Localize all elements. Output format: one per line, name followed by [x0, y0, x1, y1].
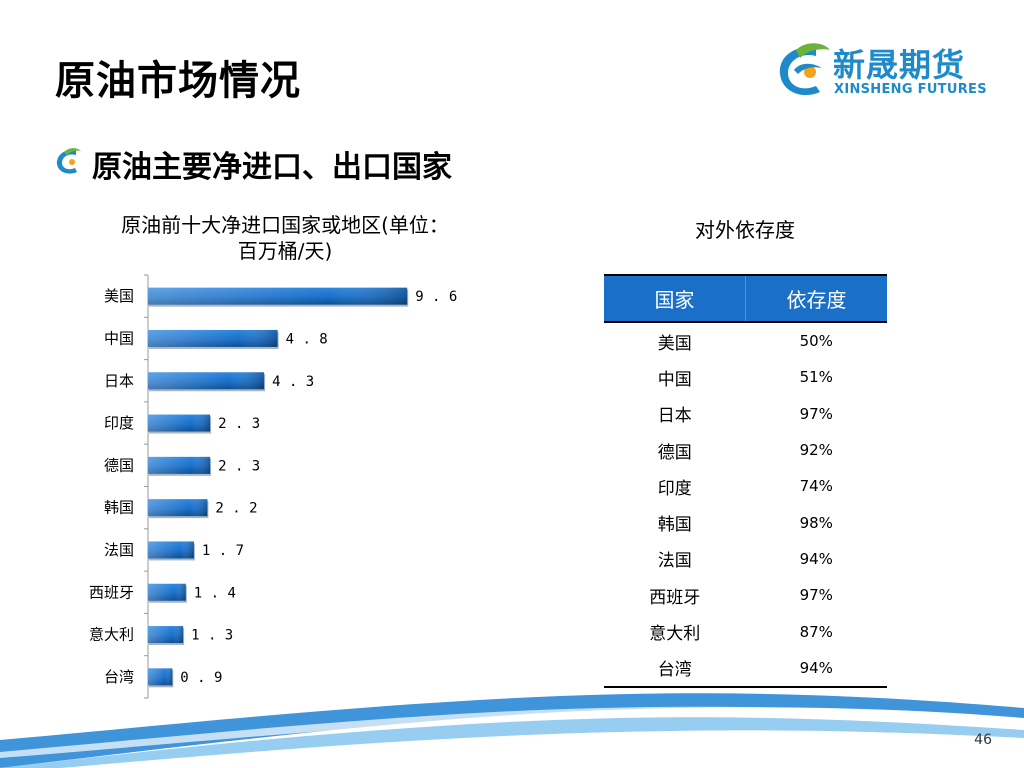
table-row: 印度 74% — [604, 468, 887, 504]
bar-highlight — [148, 329, 278, 347]
country-cell: 台湾 — [657, 660, 692, 681]
bar-highlight — [148, 541, 194, 559]
bullet-logo-icon — [56, 148, 81, 174]
page-number: 46 — [974, 732, 992, 748]
country-cell: 日本 — [657, 406, 692, 427]
dependency-cell: 74% — [799, 477, 833, 496]
table-row: 美国 50% — [604, 322, 887, 359]
dependency-cell: 92% — [799, 441, 833, 460]
footer-wave-decoration — [0, 693, 1024, 768]
category-label: 中国 — [104, 329, 134, 347]
bar-highlight — [148, 287, 408, 305]
table-row: 韩国 98% — [604, 504, 887, 540]
logo-name-cn: 新晟期货 — [833, 46, 966, 84]
country-cell: 德国 — [657, 442, 692, 463]
country-cell: 韩国 — [657, 515, 692, 536]
table-row: 台湾 94% — [604, 650, 887, 687]
category-label: 台湾 — [104, 668, 134, 686]
value-label: 0 . 9 — [180, 670, 222, 686]
dependency-cell: 94% — [799, 549, 833, 568]
value-label: 1 . 4 — [194, 585, 236, 601]
table-row: 法国 94% — [604, 541, 887, 577]
value-label: 1 . 7 — [202, 543, 244, 559]
category-label: 韩国 — [104, 499, 134, 517]
chart-title-line2: 百万桶/天) — [237, 239, 333, 263]
dependency-cell: 51% — [799, 368, 833, 387]
table-row: 意大利 87% — [604, 613, 887, 649]
dependency-cell: 87% — [799, 622, 833, 641]
category-label: 美国 — [104, 287, 134, 305]
value-label: 2 . 3 — [218, 458, 260, 474]
value-label: 9 . 6 — [415, 289, 457, 305]
dependency-cell: 50% — [799, 332, 833, 351]
chart-title-line1: 原油前十大净进口国家或地区(单位： — [121, 213, 449, 237]
bar-highlight — [148, 414, 211, 432]
bar-highlight — [148, 456, 211, 474]
country-cell: 西班牙 — [649, 587, 701, 608]
country-cell: 中国 — [657, 369, 692, 390]
dependency-cell: 97% — [799, 586, 833, 605]
value-label: 1 . 3 — [191, 628, 233, 644]
slide-title: 原油市场情况 — [55, 58, 301, 104]
value-label: 2 . 3 — [218, 416, 260, 432]
table-title: 对外依存度 — [695, 218, 795, 242]
country-cell: 印度 — [657, 478, 692, 499]
header-country: 国家 — [604, 275, 746, 323]
slide-subtitle: 原油主要净进口、出口国家 — [92, 150, 452, 185]
table-row: 中国 51% — [604, 359, 887, 395]
bar-highlight — [148, 583, 186, 601]
company-logo: 新晟期货 XINSHENG FUTURES — [776, 38, 987, 104]
table-row: 日本 97% — [604, 396, 887, 432]
table-row: 德国 92% — [604, 432, 887, 468]
category-label: 意大利 — [89, 626, 134, 644]
dependency-cell: 97% — [799, 404, 833, 423]
category-label: 印度 — [104, 414, 134, 432]
table-row: 西班牙 97% — [604, 577, 887, 613]
category-label: 法国 — [104, 541, 134, 559]
bar-highlight — [148, 499, 208, 517]
bar-highlight — [148, 626, 184, 644]
category-label: 德国 — [104, 456, 134, 474]
bar-highlight — [148, 372, 265, 390]
header-dependency: 依存度 — [745, 275, 887, 323]
country-cell: 意大利 — [649, 624, 701, 645]
country-cell: 法国 — [657, 551, 692, 572]
category-label: 日本 — [104, 372, 134, 390]
dependency-table: 国家 依存度 美国 50% 中国 51% 日本 97% 德国 92% 印度 74% 韩国 9… — [604, 274, 887, 688]
dependency-cell: 98% — [799, 513, 833, 532]
value-label: 2 . 2 — [215, 501, 257, 517]
country-cell: 美国 — [657, 333, 692, 354]
bar-highlight — [148, 668, 173, 686]
logo-mark-icon — [779, 43, 830, 96]
value-label: 4 . 3 — [272, 374, 314, 390]
table-header-row: 国家 依存度 — [604, 275, 887, 323]
net-import-bar-chart: 美国 9 . 6 中国 4 . 8 日本 4 . 3 印度 2 . 3 德国 2 . 3 韩国 2 .… — [89, 274, 457, 699]
dependency-cell: 94% — [799, 658, 833, 677]
category-label: 西班牙 — [89, 583, 134, 601]
chart-title: 原油前十大净进口国家或地区(单位： 百万桶/天) — [85, 212, 485, 264]
value-label: 4 . 8 — [286, 331, 328, 347]
logo-name-en: XINSHENG FUTURES — [834, 82, 987, 97]
